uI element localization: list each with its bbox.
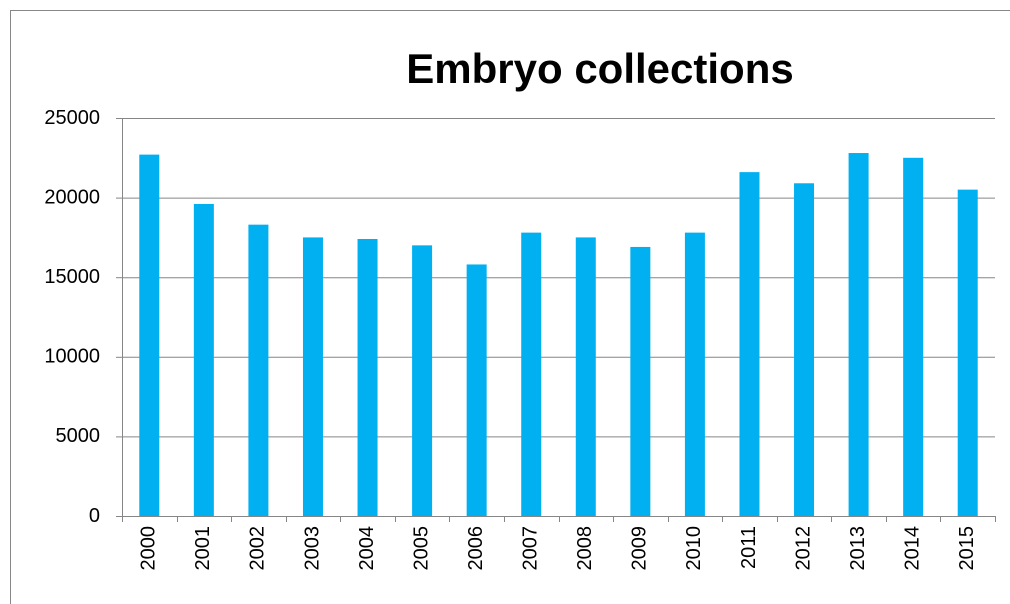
y-tick-label: 0 bbox=[89, 505, 100, 527]
chart-title: Embryo collections bbox=[406, 45, 793, 92]
bar bbox=[193, 203, 214, 516]
x-tick-label: 2014 bbox=[901, 526, 923, 571]
x-tick-label: 2012 bbox=[792, 526, 814, 571]
bar bbox=[848, 153, 869, 517]
x-tick-label: 2005 bbox=[410, 526, 432, 571]
bar bbox=[957, 189, 978, 516]
bar bbox=[357, 238, 378, 516]
bar bbox=[794, 183, 815, 516]
y-tick-label: 15000 bbox=[44, 266, 100, 288]
x-tick-label: 2010 bbox=[683, 526, 705, 571]
x-tick-label: 2002 bbox=[247, 526, 269, 571]
x-tick-label: 2013 bbox=[847, 526, 869, 571]
x-tick-label: 2003 bbox=[301, 526, 323, 571]
x-tick-label: 2001 bbox=[192, 526, 214, 571]
x-tick-label: 2006 bbox=[465, 526, 487, 571]
bar bbox=[521, 232, 542, 516]
x-tick-label: 2015 bbox=[956, 526, 978, 571]
y-tick-label: 20000 bbox=[44, 186, 100, 208]
bar bbox=[903, 157, 924, 517]
x-tick-label: 2009 bbox=[629, 526, 651, 571]
bar bbox=[630, 246, 651, 516]
x-tick-label: 2004 bbox=[356, 526, 378, 571]
x-tick-label: 2000 bbox=[138, 526, 160, 571]
bar bbox=[248, 224, 269, 516]
x-tick-label: 2011 bbox=[738, 526, 760, 569]
y-tick-label: 25000 bbox=[44, 107, 100, 129]
chart-frame bbox=[10, 10, 1010, 604]
y-tick-label: 5000 bbox=[56, 425, 101, 447]
x-tick-label: 2008 bbox=[574, 526, 596, 571]
x-tick-label: 2007 bbox=[520, 526, 542, 571]
bar bbox=[684, 232, 705, 516]
y-tick-label: 10000 bbox=[44, 346, 100, 368]
bar bbox=[139, 154, 160, 516]
bar bbox=[412, 245, 433, 517]
bar bbox=[575, 237, 596, 516]
bar bbox=[302, 237, 323, 516]
bar bbox=[739, 172, 760, 517]
bar bbox=[466, 264, 487, 516]
